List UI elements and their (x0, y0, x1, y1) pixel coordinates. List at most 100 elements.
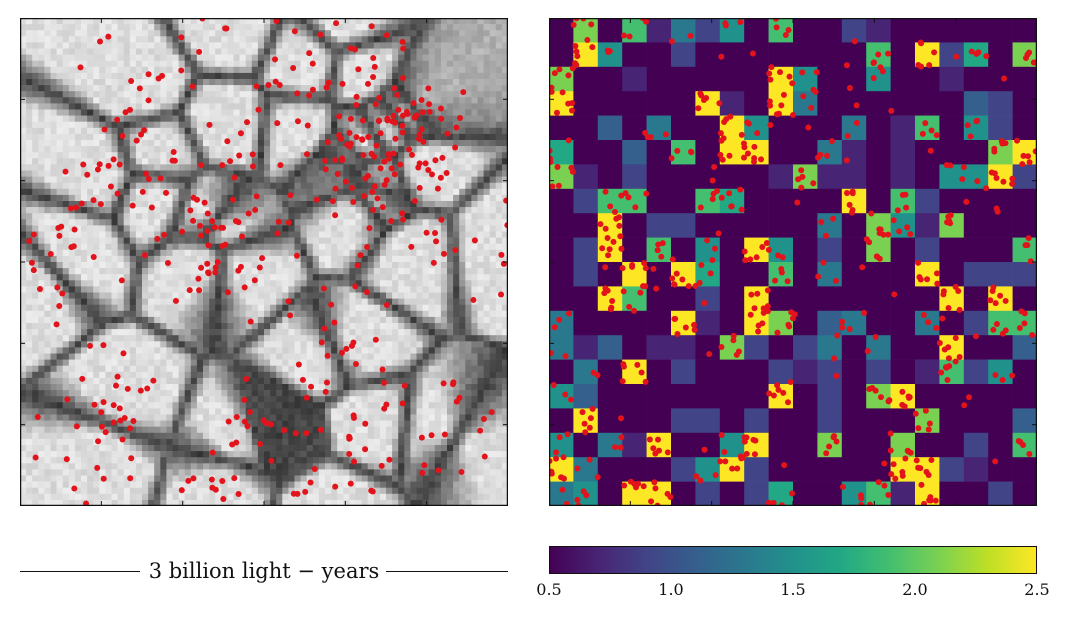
halo-point (458, 468, 465, 475)
halo-point (343, 345, 350, 352)
halo-point (371, 63, 378, 70)
halo-point (120, 350, 127, 357)
halo-point (281, 427, 288, 434)
halo-point (110, 402, 117, 409)
halo-point (653, 285, 660, 292)
halo-point (844, 190, 851, 197)
halo-point (133, 137, 140, 144)
halo-point (559, 486, 566, 493)
halo-point (1025, 153, 1032, 160)
halo-point (570, 21, 577, 28)
halo-point (824, 152, 831, 159)
halo-point (925, 319, 932, 326)
halo-point (925, 472, 932, 479)
halo-point (360, 152, 367, 159)
halo-point (311, 466, 318, 473)
halo-point (59, 290, 66, 297)
halo-point (198, 162, 205, 169)
halo-point (727, 113, 734, 120)
halo-point (432, 230, 439, 237)
halo-point (952, 358, 959, 365)
halo-point (114, 373, 121, 380)
halo-point (899, 472, 906, 479)
halo-point (453, 398, 460, 405)
halo-point (344, 141, 351, 148)
halo-point (342, 178, 349, 185)
halo-point (363, 289, 370, 296)
halo-point (956, 354, 963, 361)
halo-point (554, 164, 561, 171)
halo-point (737, 186, 744, 193)
halo-point (290, 64, 297, 71)
halo-point (119, 132, 126, 139)
halo-point (230, 196, 237, 203)
halo-point (354, 262, 361, 269)
halo-point (391, 85, 398, 92)
halo-point (332, 185, 339, 192)
halo-point (1024, 242, 1031, 249)
halo-point (722, 458, 729, 465)
halo-point (716, 100, 723, 107)
halo-point (658, 253, 665, 260)
halo-point (231, 475, 238, 482)
halo-point (662, 131, 669, 138)
halo-point (766, 70, 773, 77)
halo-point (712, 245, 719, 252)
halo-point (410, 100, 417, 107)
halo-point (843, 62, 850, 69)
halo-point (926, 420, 933, 427)
halo-point (617, 233, 624, 240)
halo-point (116, 405, 123, 412)
halo-point (359, 136, 366, 143)
halo-point (87, 342, 94, 349)
halo-point (438, 216, 445, 223)
halo-point (274, 120, 281, 127)
halo-point (1025, 235, 1032, 242)
halo-point (362, 446, 369, 453)
halo-point (346, 129, 353, 136)
halo-point (718, 137, 725, 144)
halo-point (741, 144, 748, 151)
halo-point (218, 224, 225, 231)
halo-point (309, 86, 316, 93)
halo-point (618, 245, 625, 252)
halo-point (302, 488, 309, 495)
halo-point (235, 267, 242, 274)
halo-point (767, 122, 774, 129)
halo-point (105, 33, 112, 40)
halo-point (118, 277, 125, 284)
colorbar-tick-label: 1.0 (658, 580, 684, 599)
halo-point (1009, 180, 1016, 187)
halo-point (208, 476, 215, 483)
halo-point (406, 146, 413, 153)
halo-point (556, 316, 563, 323)
halo-point (392, 135, 399, 142)
halo-point (968, 48, 975, 55)
halo-point (877, 64, 884, 71)
halo-point (385, 150, 392, 157)
halo-point (643, 18, 650, 25)
halo-point (669, 275, 676, 282)
halo-point (619, 378, 626, 385)
halo-point (190, 217, 197, 224)
halo-point (400, 45, 407, 52)
halo-point (450, 379, 457, 386)
halo-point (399, 210, 406, 217)
halo-point (668, 155, 675, 162)
halo-point (589, 405, 596, 412)
halo-point (983, 185, 990, 192)
halo-point (849, 190, 856, 197)
density-map (20, 18, 508, 506)
halo-point (770, 392, 777, 399)
halo-point (323, 379, 330, 386)
halo-point (888, 107, 895, 114)
halo-point (231, 174, 238, 181)
halo-point (785, 26, 792, 33)
halo-point (331, 319, 338, 326)
halo-point (70, 243, 77, 250)
halo-point (885, 492, 892, 499)
halo-point (685, 283, 692, 290)
halo-point (260, 417, 267, 424)
halo-point (974, 178, 981, 185)
halo-point (928, 457, 935, 464)
